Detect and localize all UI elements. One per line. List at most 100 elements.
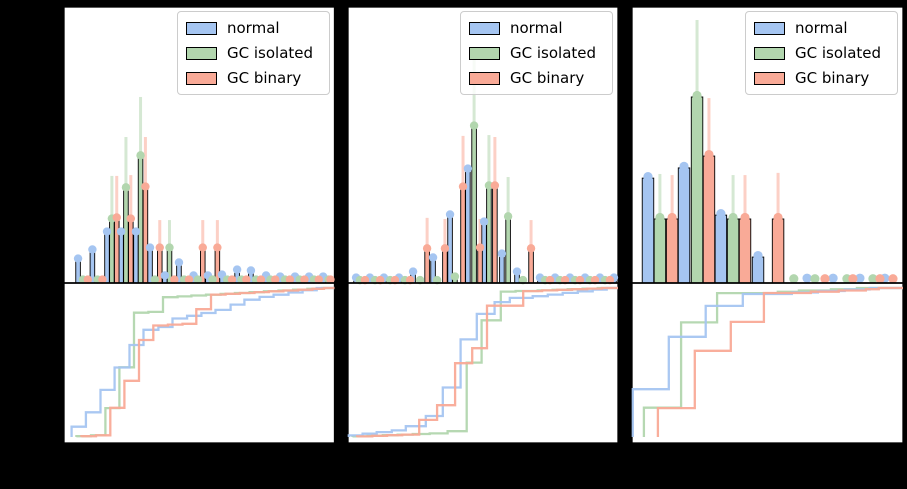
stem-marker xyxy=(227,275,237,284)
legend-swatch-gc-isolated xyxy=(754,46,785,60)
legend-item-normal: normal xyxy=(186,18,321,38)
bar xyxy=(665,218,679,284)
stem-marker xyxy=(475,243,485,252)
bar xyxy=(702,155,716,284)
stem-marker xyxy=(145,243,155,252)
bar xyxy=(137,156,144,284)
stem-marker xyxy=(655,212,665,223)
stem-marker xyxy=(740,212,750,223)
stem-marker xyxy=(484,181,494,190)
legend-swatch-normal xyxy=(186,21,217,35)
stem-marker xyxy=(643,172,653,182)
stem-marker xyxy=(326,275,335,284)
cdf-line-gc-binary xyxy=(355,286,618,438)
cdf-curves xyxy=(631,286,903,437)
bar xyxy=(714,214,728,284)
stem-marker xyxy=(753,250,763,261)
stem-marker xyxy=(155,243,164,252)
bar xyxy=(142,187,149,284)
stem-marker xyxy=(198,243,207,252)
legend-item-gc-binary: GC binary xyxy=(754,68,889,88)
stem-marker xyxy=(802,273,812,283)
stem-marker xyxy=(512,267,522,276)
bar xyxy=(528,249,534,284)
legend-swatch-gc-binary xyxy=(469,71,500,85)
legend-label-gc-isolated: GC isolated xyxy=(227,44,314,62)
stem-marker xyxy=(246,266,256,275)
legend-panel-2: normal GC isolated GC binary xyxy=(460,11,613,95)
legend-item-gc-isolated: GC isolated xyxy=(754,43,889,63)
stem-marker xyxy=(170,275,179,284)
stem-marker xyxy=(458,182,468,191)
stem-marker xyxy=(479,217,489,226)
bar xyxy=(771,218,785,284)
stem-marker xyxy=(232,265,242,274)
cdf-line-normal xyxy=(70,286,335,437)
stem-marker xyxy=(174,258,184,267)
stem-marker xyxy=(256,275,266,284)
bar xyxy=(104,232,110,284)
stem-marker xyxy=(208,275,217,284)
stem-marker xyxy=(773,212,783,223)
stem-marker xyxy=(440,244,450,253)
stem-marker xyxy=(445,210,455,219)
legend-swatch-normal xyxy=(469,21,500,35)
bar xyxy=(492,186,498,284)
stem-marker xyxy=(490,181,500,190)
bar xyxy=(653,218,667,284)
stem-marker xyxy=(469,121,479,130)
legend-label-gc-binary: GC binary xyxy=(510,69,585,87)
stem-marker xyxy=(141,182,150,191)
legend-label-normal: normal xyxy=(510,19,563,37)
legend-label-gc-binary: GC binary xyxy=(227,69,302,87)
stem-marker xyxy=(300,275,309,284)
stem-marker xyxy=(855,273,865,283)
stem-marker xyxy=(810,274,820,284)
bar xyxy=(133,232,139,284)
stem-marker xyxy=(242,275,251,284)
legend-swatch-normal xyxy=(754,21,785,35)
stem-marker xyxy=(888,274,898,284)
bar xyxy=(424,249,430,284)
markers xyxy=(73,151,335,284)
cdf-line-normal xyxy=(347,286,618,437)
stem-marker xyxy=(716,209,726,219)
cdf-line-gc-binary xyxy=(80,286,335,438)
stem-marker xyxy=(868,274,878,284)
stem-marker xyxy=(450,272,460,281)
stem-marker xyxy=(193,275,203,284)
legend-item-gc-isolated: GC isolated xyxy=(469,43,604,63)
stem-marker xyxy=(503,212,513,221)
stem-marker xyxy=(165,243,174,252)
legend-panel-3: normal GC isolated GC binary xyxy=(745,11,898,95)
stem-marker xyxy=(875,274,885,284)
stem-marker xyxy=(789,274,799,284)
stem-marker xyxy=(102,227,112,236)
stem-marker xyxy=(704,149,714,160)
stem-marker xyxy=(285,275,295,284)
markers xyxy=(643,90,898,284)
legend-label-normal: normal xyxy=(795,19,848,37)
stem-marker xyxy=(112,213,121,222)
stem-marker xyxy=(820,274,830,284)
stem-marker xyxy=(126,214,136,223)
stem-marker xyxy=(271,275,280,284)
cdf-line-gc-binary xyxy=(656,286,903,437)
stem-marker xyxy=(131,227,141,236)
stem-marker xyxy=(728,212,738,223)
bar xyxy=(471,126,477,284)
legend-swatch-gc-binary xyxy=(186,71,217,85)
bar xyxy=(460,187,466,284)
stem-marker xyxy=(848,274,858,284)
legend-item-gc-binary: GC binary xyxy=(186,68,321,88)
stem-marker xyxy=(150,275,160,284)
stem-marker xyxy=(136,151,145,160)
legend-label-gc-isolated: GC isolated xyxy=(510,44,597,62)
stem-marker xyxy=(314,275,324,284)
legend-label-normal: normal xyxy=(227,19,280,37)
stem-marker xyxy=(73,254,83,263)
histogram-bars xyxy=(641,96,785,284)
legend-swatch-gc-binary xyxy=(754,71,785,85)
bar xyxy=(442,249,448,284)
